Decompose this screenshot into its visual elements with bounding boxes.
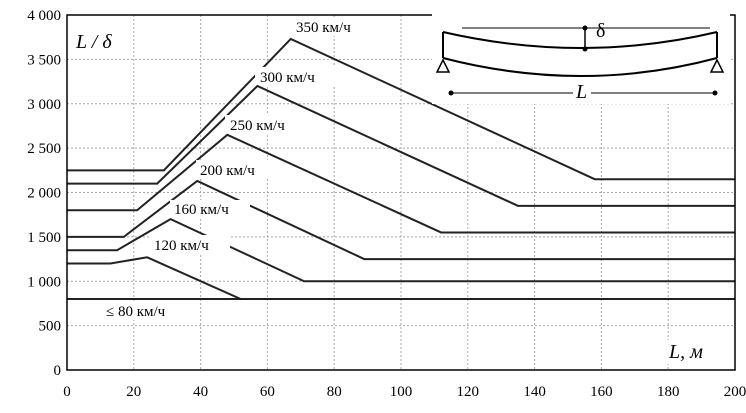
beam-bottom-edge — [442, 57, 718, 77]
right-support-icon — [709, 58, 725, 73]
x-tick-label: 20 — [126, 384, 141, 400]
y-tick-label: 3 000 — [27, 97, 61, 113]
beam-top-edge — [442, 31, 718, 49]
y-axis-title: L / δ — [75, 31, 112, 53]
x-tick-label: 60 — [260, 384, 275, 400]
x-axis-title: L, м — [668, 341, 703, 363]
x-tick-label: 140 — [523, 384, 546, 400]
x-tick-label: 0 — [63, 384, 71, 400]
y-tick-label: 0 — [54, 363, 62, 379]
series-label-200: 200 км/ч — [200, 163, 255, 179]
series-label-250: 250 км/ч — [230, 118, 285, 134]
series-line-2 — [67, 133, 735, 234]
y-axis-ticks: 0 500 1 000 1 500 2 000 2 500 3 000 3 500 4 000 — [27, 8, 61, 379]
y-tick-label: 500 — [39, 319, 62, 335]
span-symbol: L — [575, 81, 587, 103]
x-axis-ticks: 0 20 40 60 80 100 120 140 160 180 200 — [63, 384, 746, 400]
series-label-120: 120 км/ч — [154, 238, 209, 254]
x-tick-label: 160 — [590, 384, 613, 400]
plot-frame — [66, 14, 736, 371]
y-tick-label: 4 000 — [27, 8, 61, 24]
series-label-300: 300 км/ч — [260, 70, 315, 86]
y-tick-label: 3 500 — [27, 52, 61, 68]
y-tick-label: 1 500 — [27, 230, 61, 246]
series-label-80: ≤ 80 км/ч — [106, 304, 166, 320]
series-line-0 — [67, 37, 735, 181]
series-line-4 — [67, 217, 735, 283]
series-label-160: 160 км/ч — [174, 202, 229, 218]
y-tick-label: 2 000 — [27, 186, 61, 202]
left-support-icon — [435, 58, 451, 73]
beam-deflection-inset: δ L — [432, 12, 730, 104]
series-group — [67, 37, 735, 300]
series-line-3 — [67, 179, 735, 261]
deflection-symbol: δ — [596, 20, 605, 42]
x-tick-label: 100 — [390, 384, 413, 400]
x-tick-label: 120 — [457, 384, 480, 400]
x-tick-label: 80 — [327, 384, 342, 400]
x-tick-label: 200 — [724, 384, 746, 400]
y-tick-label: 1 000 — [27, 274, 61, 290]
x-tick-label: 180 — [657, 384, 680, 400]
x-tick-label: 40 — [193, 384, 208, 400]
series-label-350: 350 км/ч — [296, 20, 351, 36]
series-line-1 — [67, 84, 735, 207]
y-tick-label: 2 500 — [27, 141, 61, 157]
